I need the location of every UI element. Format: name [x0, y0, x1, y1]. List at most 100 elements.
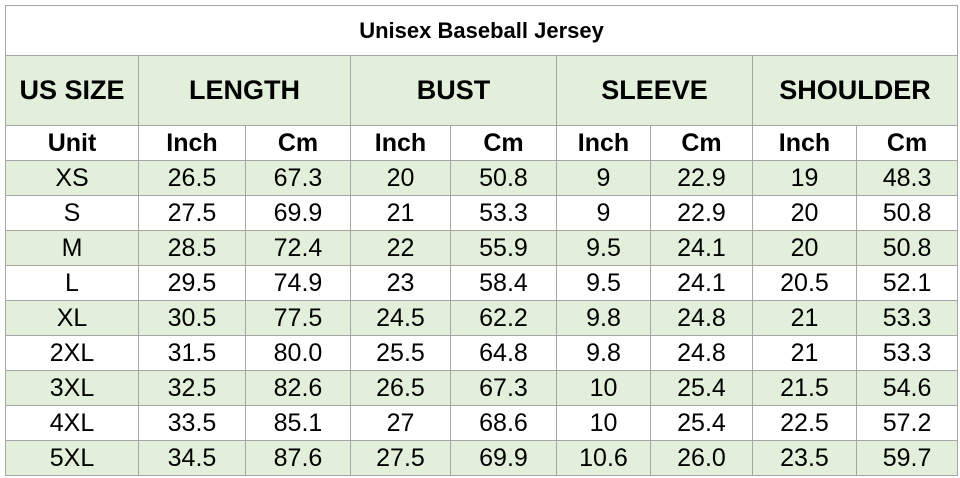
value-cell: 69.9: [245, 195, 351, 231]
unit-cell: Cm: [650, 125, 753, 161]
value-cell: 25.4: [650, 370, 753, 406]
size-cell: 4XL: [5, 405, 139, 441]
value-cell: 26.5: [138, 160, 246, 196]
value-cell: 67.3: [450, 370, 557, 406]
data-row: L 29.5 74.9 23 58.4 9.5 24.1 20.5 52.1: [5, 265, 959, 301]
value-cell: 24.1: [650, 230, 753, 266]
value-cell: 23: [350, 265, 451, 301]
column-header: BUST: [350, 55, 557, 126]
value-cell: 30.5: [138, 300, 246, 336]
data-row: XS 26.5 67.3 20 50.8 9 22.9 19 48.3: [5, 160, 959, 196]
value-cell: 9: [556, 160, 651, 196]
value-cell: 64.8: [450, 335, 557, 371]
data-row: 2XL 31.5 80.0 25.5 64.8 9.8 24.8 21 53.3: [5, 335, 959, 371]
value-cell: 10.6: [556, 440, 651, 476]
value-cell: 59.7: [855, 440, 959, 476]
size-cell: M: [5, 230, 139, 266]
value-cell: 27: [350, 405, 451, 441]
value-cell: 77.5: [245, 300, 351, 336]
unit-cell: Inch: [752, 125, 857, 161]
value-cell: 25.4: [650, 405, 753, 441]
value-cell: 53.3: [450, 195, 557, 231]
value-cell: 53.3: [855, 335, 959, 371]
value-cell: 23.5: [752, 440, 857, 476]
value-cell: 25.5: [350, 335, 451, 371]
value-cell: 34.5: [138, 440, 246, 476]
value-cell: 48.3: [855, 160, 959, 196]
value-cell: 29.5: [138, 265, 246, 301]
size-cell: 5XL: [5, 440, 139, 476]
value-cell: 21: [752, 335, 857, 371]
value-cell: 57.2: [855, 405, 959, 441]
unit-cell: Inch: [556, 125, 651, 161]
value-cell: 24.5: [350, 300, 451, 336]
value-cell: 27.5: [350, 440, 451, 476]
size-cell: XS: [5, 160, 139, 196]
size-cell: S: [5, 195, 139, 231]
value-cell: 28.5: [138, 230, 246, 266]
value-cell: 82.6: [245, 370, 351, 406]
value-cell: 54.6: [855, 370, 959, 406]
unit-row: Unit Inch Cm Inch Cm Inch Cm Inch Cm: [5, 125, 959, 161]
value-cell: 32.5: [138, 370, 246, 406]
table-title: Unisex Baseball Jersey: [4, 5, 959, 56]
data-row: 3XL 32.5 82.6 26.5 67.3 10 25.4 21.5 54.6: [5, 370, 959, 406]
value-cell: 52.1: [855, 265, 959, 301]
table-body: Unisex Baseball Jersey US SIZE LENGTH BUST S…: [4, 5, 959, 476]
value-cell: 33.5: [138, 405, 246, 441]
unit-cell: Cm: [450, 125, 557, 161]
value-cell: 21: [350, 195, 451, 231]
value-cell: 26.5: [350, 370, 451, 406]
value-cell: 19: [752, 160, 857, 196]
unit-cell: Unit: [5, 125, 139, 161]
value-cell: 27.5: [138, 195, 246, 231]
value-cell: 21.5: [752, 370, 857, 406]
value-cell: 22.9: [650, 160, 753, 196]
title-row: Unisex Baseball Jersey: [4, 5, 959, 56]
value-cell: 69.9: [450, 440, 557, 476]
data-row: 5XL 34.5 87.6 27.5 69.9 10.6 26.0 23.5 59.7: [5, 440, 959, 476]
value-cell: 68.6: [450, 405, 557, 441]
value-cell: 9: [556, 195, 651, 231]
value-cell: 20.5: [752, 265, 857, 301]
unit-cell: Inch: [350, 125, 451, 161]
value-cell: 22.9: [650, 195, 753, 231]
value-cell: 55.9: [450, 230, 557, 266]
value-cell: 50.8: [450, 160, 557, 196]
value-cell: 24.8: [650, 335, 753, 371]
column-header: SLEEVE: [556, 55, 753, 126]
unit-cell: Inch: [138, 125, 246, 161]
size-cell: 2XL: [5, 335, 139, 371]
column-header: LENGTH: [138, 55, 351, 126]
column-header: US SIZE: [5, 55, 139, 126]
unit-cell: Cm: [245, 125, 351, 161]
value-cell: 9.5: [556, 265, 651, 301]
value-cell: 80.0: [245, 335, 351, 371]
value-cell: 58.4: [450, 265, 557, 301]
value-cell: 67.3: [245, 160, 351, 196]
size-table: Unisex Baseball Jersey US SIZE LENGTH BUST S…: [4, 5, 959, 476]
value-cell: 62.2: [450, 300, 557, 336]
value-cell: 72.4: [245, 230, 351, 266]
size-cell: XL: [5, 300, 139, 336]
value-cell: 9.5: [556, 230, 651, 266]
data-row: M 28.5 72.4 22 55.9 9.5 24.1 20 50.8: [5, 230, 959, 266]
value-cell: 21: [752, 300, 857, 336]
header-row: US SIZE LENGTH BUST SLEEVE SHOULDER: [5, 55, 959, 126]
value-cell: 22.5: [752, 405, 857, 441]
value-cell: 24.8: [650, 300, 753, 336]
value-cell: 50.8: [855, 195, 959, 231]
unit-cell: Cm: [855, 125, 959, 161]
value-cell: 31.5: [138, 335, 246, 371]
column-header: SHOULDER: [751, 55, 959, 126]
value-cell: 20: [752, 195, 857, 231]
value-cell: 87.6: [245, 440, 351, 476]
value-cell: 26.0: [650, 440, 753, 476]
value-cell: 9.8: [556, 335, 651, 371]
data-row: 4XL 33.5 85.1 27 68.6 10 25.4 22.5 57.2: [5, 405, 959, 441]
data-row: XL 30.5 77.5 24.5 62.2 9.8 24.8 21 53.3: [5, 300, 959, 336]
value-cell: 9.8: [556, 300, 651, 336]
value-cell: 20: [350, 160, 451, 196]
value-cell: 20: [752, 230, 857, 266]
